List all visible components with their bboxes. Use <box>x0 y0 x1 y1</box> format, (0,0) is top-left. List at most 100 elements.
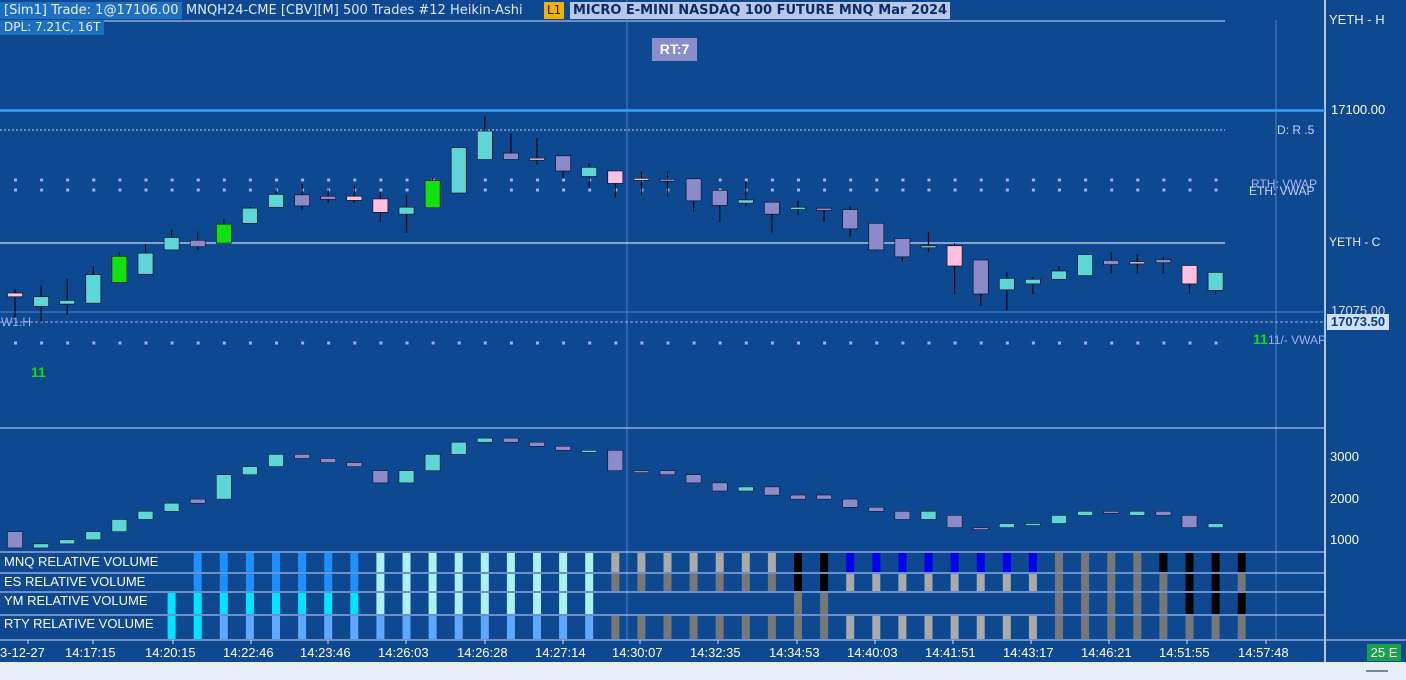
volume-bar <box>1051 515 1067 524</box>
vwap-dot <box>666 341 670 345</box>
vwap-dot <box>1136 188 1140 192</box>
candle-body <box>450 147 467 194</box>
rv-bar-rty <box>637 616 646 639</box>
left-label-w1h: W1.H <box>1 315 31 329</box>
vwap-dot <box>875 178 879 182</box>
volume-bar <box>842 498 858 508</box>
rv-bar-mnq <box>1002 553 1011 572</box>
candle-body <box>268 194 284 208</box>
vwap-dot <box>222 341 226 345</box>
time-tick-label: 14:32:35 <box>690 645 741 660</box>
rv-bar-ym <box>820 593 829 614</box>
vwap-dot <box>823 188 827 192</box>
rv-bar-es <box>245 574 254 591</box>
time-tick-label: 3-12-27 <box>0 645 45 660</box>
rv-bar-mnq <box>1159 553 1168 572</box>
vwap-dot <box>275 341 278 345</box>
vwap-dot <box>770 341 774 345</box>
rv-bar-es <box>715 574 724 591</box>
rv-bar-es <box>350 574 359 591</box>
vwap-dot <box>144 178 148 182</box>
vwap-dot <box>1214 178 1218 182</box>
volume-bar <box>1077 511 1093 516</box>
vwap-dot <box>405 341 409 345</box>
rv-bar-mnq <box>454 553 463 572</box>
rv-label-mnq: MNQ RELATIVE VOLUME <box>4 554 159 569</box>
rv-bar-es <box>376 574 385 591</box>
vwap-dot <box>196 341 200 345</box>
rv-bar-mnq <box>1211 553 1220 572</box>
vwap-dot <box>536 341 539 345</box>
candle-body <box>189 239 206 248</box>
rv-bar-ym <box>350 593 359 614</box>
rv-bar-ym <box>454 593 463 614</box>
rv-bar-rty <box>924 616 933 639</box>
rv-bar-mnq <box>245 553 254 572</box>
volume-bar <box>59 539 75 545</box>
time-tick-label: 14:23:46 <box>300 645 351 660</box>
volume-bar <box>738 486 754 492</box>
rv-bar-rty <box>1002 616 1011 639</box>
vwap-dot <box>1031 178 1035 182</box>
vwap-dot <box>901 188 905 192</box>
rv-bar-rty <box>663 616 672 639</box>
rv-bar-rty <box>454 616 463 639</box>
vwap-dot <box>718 341 722 345</box>
rv-bar-rty <box>1133 616 1142 639</box>
rv-bar-mnq <box>1185 553 1194 572</box>
vwap-dot <box>927 188 931 192</box>
volume-bar <box>581 450 597 453</box>
vwap-dot <box>1162 178 1166 182</box>
rv-bar-rty <box>820 616 829 639</box>
vwap-dot <box>353 341 357 345</box>
rv-bar-es <box>794 574 802 591</box>
rv-bar-mnq <box>559 553 568 572</box>
vwap-dot <box>353 178 357 182</box>
rv-bar-rty <box>715 616 724 639</box>
rv-bar-mnq <box>402 553 411 572</box>
rv-bar-mnq <box>324 553 333 572</box>
vwap-dot <box>40 178 44 182</box>
rv-bar-mnq <box>480 553 489 572</box>
volume-bar <box>163 502 180 512</box>
vwap-dot <box>170 178 174 182</box>
rv-bar-ym <box>272 593 280 614</box>
vwap-dot <box>92 341 96 345</box>
scroll-grip-icon[interactable] <box>1366 670 1388 672</box>
time-tick-label: 14:51:55 <box>1159 645 1210 660</box>
rv-bar-rty <box>1028 616 1037 639</box>
vwap-dot <box>614 341 618 345</box>
vwap-dot <box>953 188 957 192</box>
volume-label-3000: 3000 <box>1330 449 1359 464</box>
vwap-dot <box>118 188 122 192</box>
horizontal-scrollbar[interactable] <box>0 662 1406 680</box>
volume-bar <box>242 466 258 475</box>
candle-body <box>1155 259 1172 264</box>
vwap-dot <box>327 178 331 182</box>
rv-bar-mnq <box>376 553 385 572</box>
vwap-dot <box>562 188 566 192</box>
vwap-dot <box>718 178 722 182</box>
volume-bar <box>268 454 284 467</box>
vwap-dot <box>901 178 905 182</box>
vwap-dot <box>222 178 226 182</box>
vwap-dot <box>509 188 513 192</box>
vwap-dot <box>979 341 983 345</box>
vwap-dot <box>1005 188 1009 192</box>
rv-bar-mnq <box>272 553 280 572</box>
rv-bar-mnq <box>872 553 881 572</box>
axis-label-yeth-h: YETH - H <box>1329 12 1385 27</box>
rv-bar-es <box>1185 574 1194 591</box>
vwap-dot <box>927 341 931 345</box>
vwap-dot <box>1188 188 1192 192</box>
rv-bar-mnq <box>924 553 933 572</box>
rv-bar-rty <box>402 616 411 639</box>
volume-bar <box>1103 511 1119 514</box>
candle-body <box>998 278 1015 291</box>
rv-bar-es <box>585 574 594 591</box>
vwap-dot <box>379 178 383 182</box>
vwap-dot <box>1110 178 1114 182</box>
volume-bar <box>424 454 441 471</box>
